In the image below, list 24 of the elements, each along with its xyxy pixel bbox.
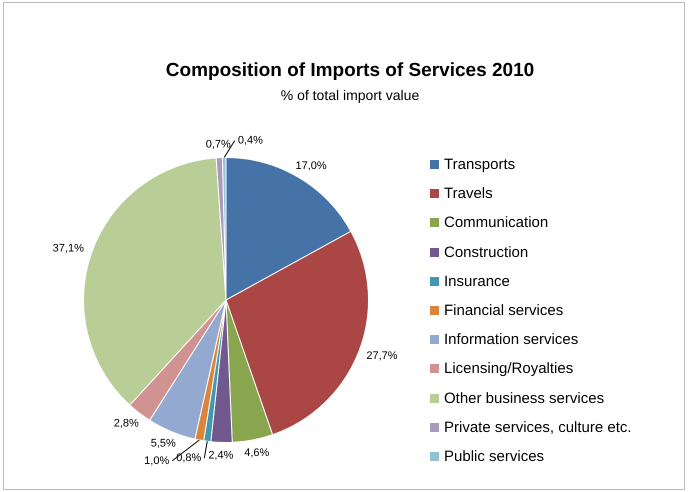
- legend-label: Licensing/Royalties: [444, 360, 574, 378]
- data-label: 0,8%: [176, 452, 202, 464]
- data-label: 5,5%: [150, 438, 176, 450]
- legend-label: Communication: [444, 214, 548, 232]
- chart-subtitle: % of total import value: [280, 87, 420, 103]
- legend-label: Travels: [444, 185, 493, 202]
- legend-label: Public services: [444, 448, 544, 465]
- data-label: 1,0%: [144, 454, 170, 467]
- data-label: 2,4%: [208, 449, 234, 462]
- legend-label: Other business services: [444, 390, 604, 407]
- legend-label: Construction: [444, 244, 528, 261]
- data-label: 17,0%: [295, 160, 327, 172]
- data-label: 37,1%: [52, 242, 84, 255]
- legend-label: Insurance: [444, 272, 510, 290]
- data-label: 27,7%: [366, 350, 398, 362]
- data-label: 0,4%: [238, 134, 264, 147]
- data-label: 2,8%: [114, 417, 140, 430]
- data-label: 4,6%: [244, 446, 270, 459]
- legend-label: Private services, culture etc.: [444, 418, 632, 436]
- chart-title: Composition of Imports of Services 2010: [164, 60, 536, 82]
- data-label: 0,7%: [206, 138, 232, 151]
- legend-label: Financial services: [444, 302, 564, 320]
- legend-label: Information services: [444, 331, 578, 348]
- legend-label: Transports: [444, 156, 516, 174]
